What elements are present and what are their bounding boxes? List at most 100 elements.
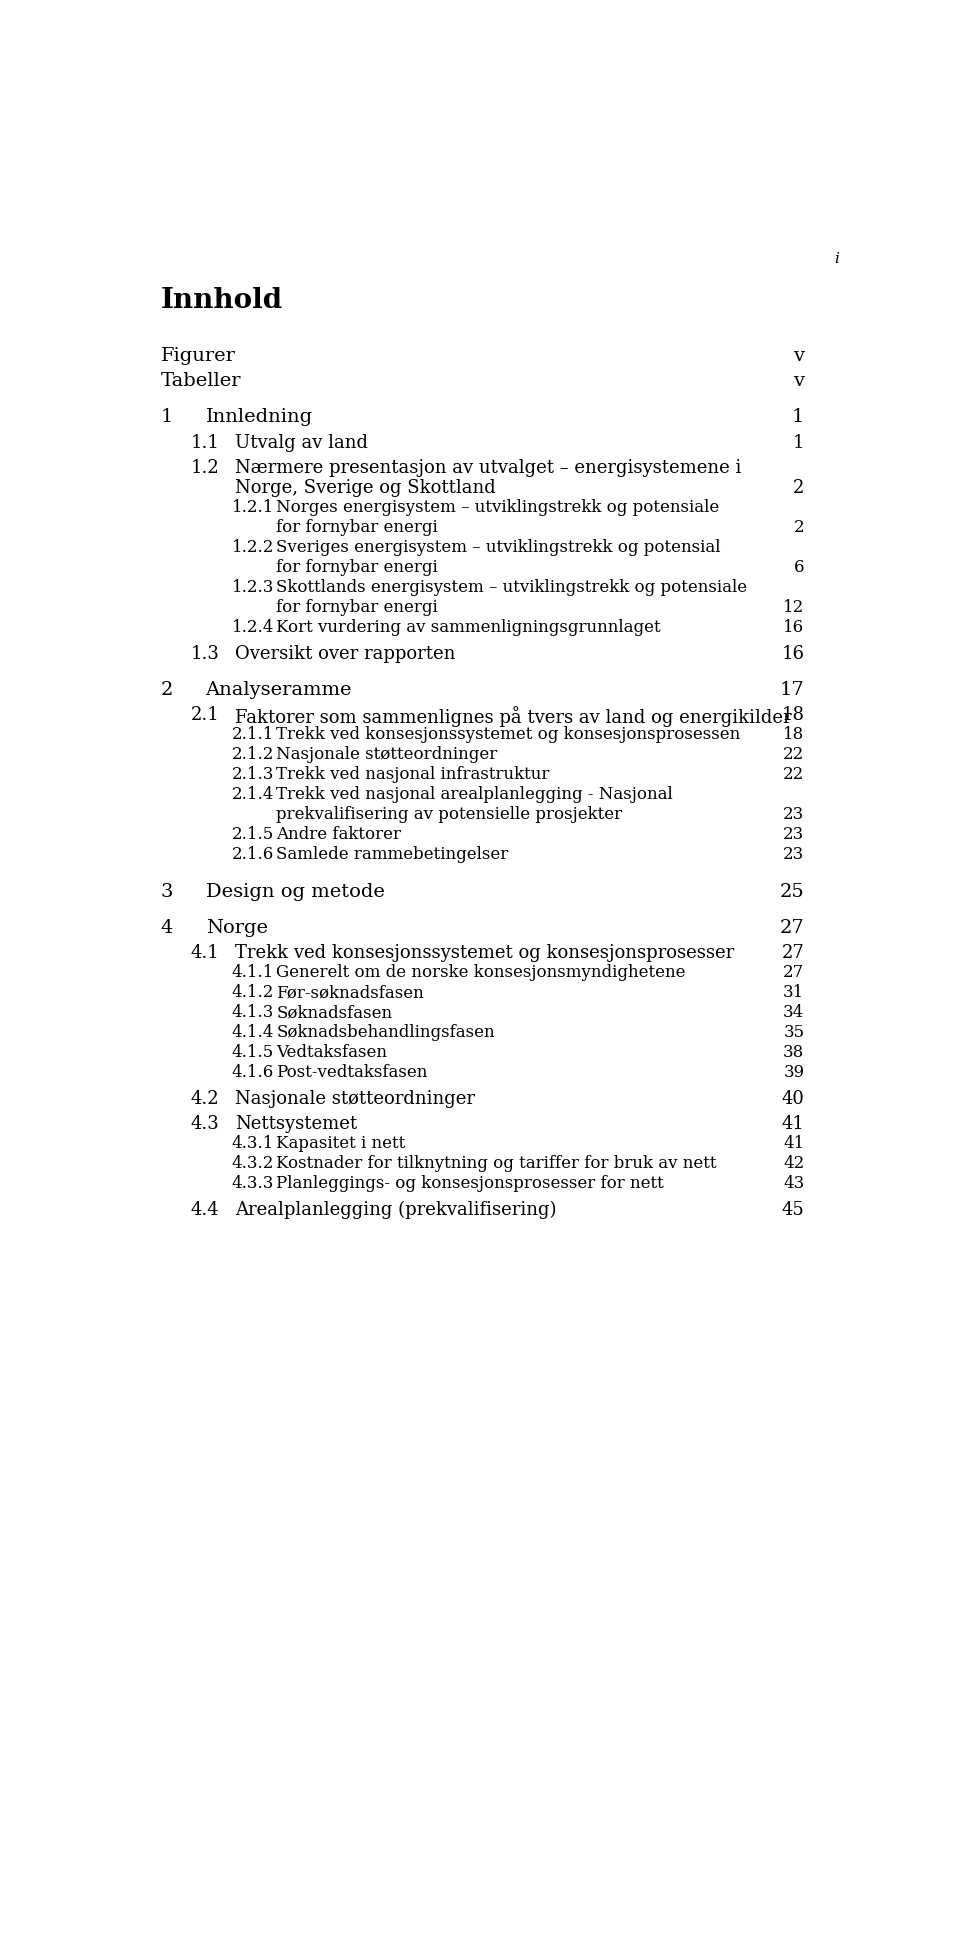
Text: 4.4: 4.4 [191,1200,219,1217]
Text: 1.2.4: 1.2.4 [231,618,274,636]
Text: Nettsystemet: Nettsystemet [235,1114,357,1133]
Text: 38: 38 [783,1043,804,1061]
Text: v: v [794,372,804,389]
Text: 23: 23 [783,826,804,843]
Text: 4.1.6: 4.1.6 [231,1065,274,1080]
Text: 43: 43 [783,1174,804,1192]
Text: Før-søknadsfasen: Før-søknadsfasen [276,984,424,1000]
Text: 4.2: 4.2 [191,1090,219,1108]
Text: Norges energisystem – utviklingstrekk og potensiale: Norges energisystem – utviklingstrekk og… [276,499,719,517]
Text: 1: 1 [793,432,804,452]
Text: Sveriges energisystem – utviklingstrekk og potensial: Sveriges energisystem – utviklingstrekk … [276,538,721,556]
Text: 1: 1 [161,407,174,427]
Text: 25: 25 [780,883,804,900]
Text: Innhold: Innhold [161,288,283,315]
Text: 2.1.4: 2.1.4 [231,787,274,802]
Text: 2.1.2: 2.1.2 [231,746,274,763]
Text: 45: 45 [781,1200,804,1217]
Text: Faktorer som sammenlignes på tvers av land og energikilder: Faktorer som sammenlignes på tvers av la… [235,706,792,726]
Text: for fornybar energi: for fornybar energi [276,560,438,575]
Text: Kort vurdering av sammenligningsgrunnlaget: Kort vurdering av sammenligningsgrunnlag… [276,618,660,636]
Text: 2.1: 2.1 [191,706,220,724]
Text: 4.3.2: 4.3.2 [231,1155,274,1172]
Text: Norge, Sverige og Skottland: Norge, Sverige og Skottland [235,479,496,497]
Text: Planleggings- og konsesjonsprosesser for nett: Planleggings- og konsesjonsprosesser for… [276,1174,664,1192]
Text: Analyseramme: Analyseramme [205,681,352,699]
Text: 16: 16 [783,618,804,636]
Text: 27: 27 [781,943,804,961]
Text: 34: 34 [783,1004,804,1022]
Text: Figurer: Figurer [161,346,236,364]
Text: Søknadsbehandlingsfasen: Søknadsbehandlingsfasen [276,1024,494,1041]
Text: Trekk ved konsesjonssystemet og konsesjonsprosesser: Trekk ved konsesjonssystemet og konsesjo… [235,943,734,961]
Text: 1.2.2: 1.2.2 [231,538,274,556]
Text: Post-vedtaksfasen: Post-vedtaksfasen [276,1065,427,1080]
Text: 4.1.3: 4.1.3 [231,1004,274,1022]
Text: Oversikt over rapporten: Oversikt over rapporten [235,644,456,661]
Text: 1.2.3: 1.2.3 [231,579,274,595]
Text: 2.1.3: 2.1.3 [231,765,274,783]
Text: Utvalg av land: Utvalg av land [235,432,369,452]
Text: 3: 3 [161,883,174,900]
Text: Norge: Norge [205,918,268,935]
Text: v: v [794,346,804,364]
Text: 4.1.4: 4.1.4 [231,1024,274,1041]
Text: 39: 39 [783,1065,804,1080]
Text: 4.1.5: 4.1.5 [231,1043,274,1061]
Text: Nasjonale støtteordninger: Nasjonale støtteordninger [235,1090,475,1108]
Text: for fornybar energi: for fornybar energi [276,599,438,616]
Text: 41: 41 [783,1135,804,1151]
Text: Kostnader for tilknytning og tariffer for bruk av nett: Kostnader for tilknytning og tariffer fo… [276,1155,717,1172]
Text: for fornybar energi: for fornybar energi [276,519,438,536]
Text: 31: 31 [783,984,804,1000]
Text: 22: 22 [783,765,804,783]
Text: Nærmere presentasjon av utvalget – energisystemene i: Nærmere presentasjon av utvalget – energ… [235,458,742,478]
Text: 2.1.1: 2.1.1 [231,726,274,744]
Text: 23: 23 [783,806,804,822]
Text: 18: 18 [781,706,804,724]
Text: 4: 4 [161,918,174,935]
Text: Samlede rammebetingelser: Samlede rammebetingelser [276,845,509,863]
Text: 22: 22 [783,746,804,763]
Text: i: i [834,252,839,266]
Text: 40: 40 [781,1090,804,1108]
Text: Innledning: Innledning [205,407,313,427]
Text: 17: 17 [780,681,804,699]
Text: 6: 6 [794,560,804,575]
Text: 2: 2 [793,479,804,497]
Text: Generelt om de norske konsesjonsmyndighetene: Generelt om de norske konsesjonsmyndighe… [276,963,685,980]
Text: 1: 1 [792,407,804,427]
Text: 2.1.6: 2.1.6 [231,845,274,863]
Text: Kapasitet i nett: Kapasitet i nett [276,1135,405,1151]
Text: 1.3: 1.3 [191,644,220,661]
Text: Andre faktorer: Andre faktorer [276,826,401,843]
Text: 2: 2 [794,519,804,536]
Text: 27: 27 [783,963,804,980]
Text: 1.2: 1.2 [191,458,220,478]
Text: 16: 16 [781,644,804,661]
Text: 41: 41 [781,1114,804,1133]
Text: 35: 35 [783,1024,804,1041]
Text: 18: 18 [783,726,804,744]
Text: 1.2.1: 1.2.1 [231,499,274,517]
Text: Trekk ved nasjonal infrastruktur: Trekk ved nasjonal infrastruktur [276,765,550,783]
Text: Skottlands energisystem – utviklingstrekk og potensiale: Skottlands energisystem – utviklingstrek… [276,579,748,595]
Text: 1.1: 1.1 [191,432,220,452]
Text: Nasjonale støtteordninger: Nasjonale støtteordninger [276,746,497,763]
Text: 4.1.1: 4.1.1 [231,963,274,980]
Text: Vedtaksfasen: Vedtaksfasen [276,1043,387,1061]
Text: Arealplanlegging (prekvalifisering): Arealplanlegging (prekvalifisering) [235,1200,557,1217]
Text: Design og metode: Design og metode [205,883,384,900]
Text: 4.3.1: 4.3.1 [231,1135,274,1151]
Text: Søknadsfasen: Søknadsfasen [276,1004,393,1022]
Text: 4.3.3: 4.3.3 [231,1174,274,1192]
Text: Trekk ved konsesjonssystemet og konsesjonsprosessen: Trekk ved konsesjonssystemet og konsesjo… [276,726,740,744]
Text: 2.1.5: 2.1.5 [231,826,274,843]
Text: 12: 12 [783,599,804,616]
Text: 4.1: 4.1 [191,943,220,961]
Text: 42: 42 [783,1155,804,1172]
Text: Tabeller: Tabeller [161,372,241,389]
Text: Trekk ved nasjonal arealplanlegging - Nasjonal: Trekk ved nasjonal arealplanlegging - Na… [276,787,673,802]
Text: 2: 2 [161,681,174,699]
Text: 27: 27 [780,918,804,935]
